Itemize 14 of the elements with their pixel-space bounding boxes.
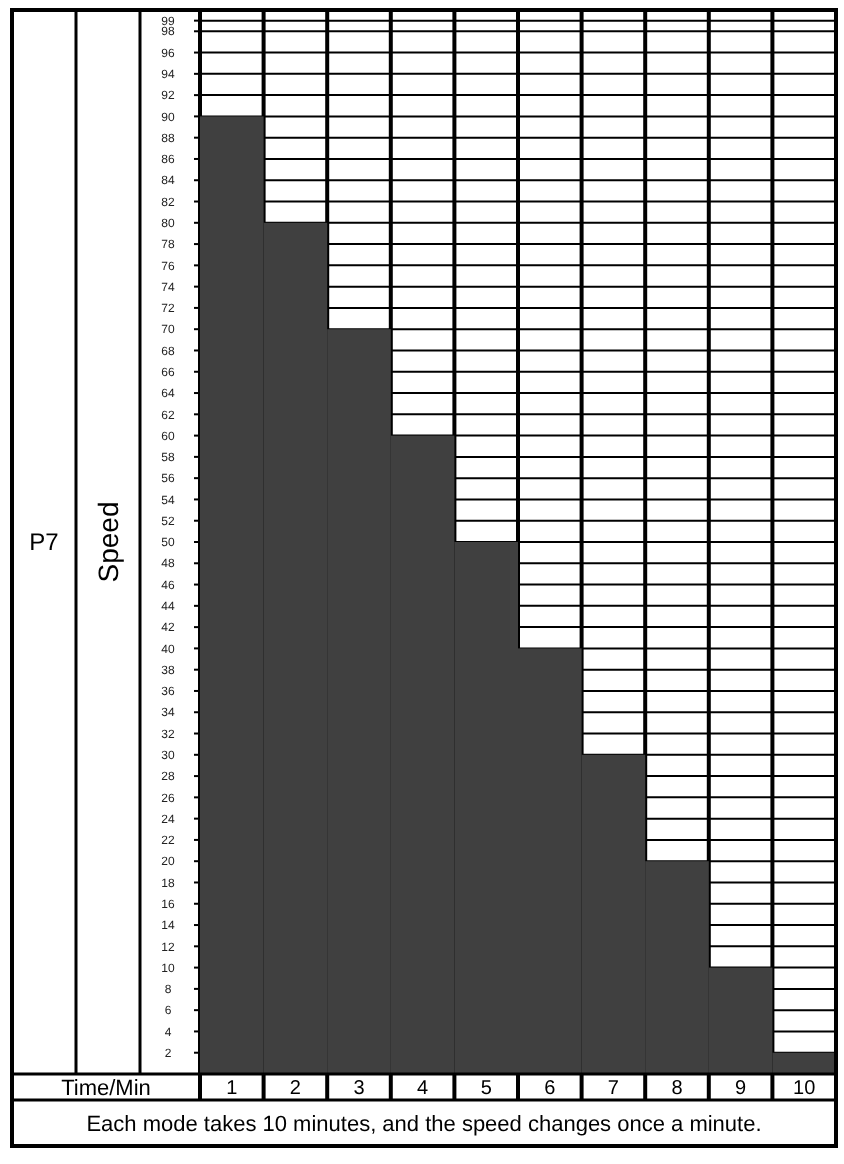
x-tick-label: 1 <box>226 1078 239 1100</box>
y-axis-title: Speed <box>91 501 124 583</box>
x-tick-label: 4 <box>417 1078 430 1100</box>
x-tick-label: 2 <box>289 1078 302 1100</box>
x-tick-label: 3 <box>353 1078 366 1100</box>
x-tick-label: 9 <box>735 1078 748 1100</box>
x-tick-label: 7 <box>607 1078 620 1100</box>
x-axis-title: Time/Min <box>61 1076 151 1101</box>
text: Each mode takes 10 minutes, and the speed changes once a minute. <box>86 1112 762 1137</box>
x-tick-label: 5 <box>480 1078 493 1100</box>
x-tick-label: 6 <box>544 1078 557 1100</box>
x-tick-label: 10 <box>793 1078 817 1100</box>
x-tick-label: 8 <box>671 1078 684 1100</box>
text: P7 <box>29 528 60 557</box>
